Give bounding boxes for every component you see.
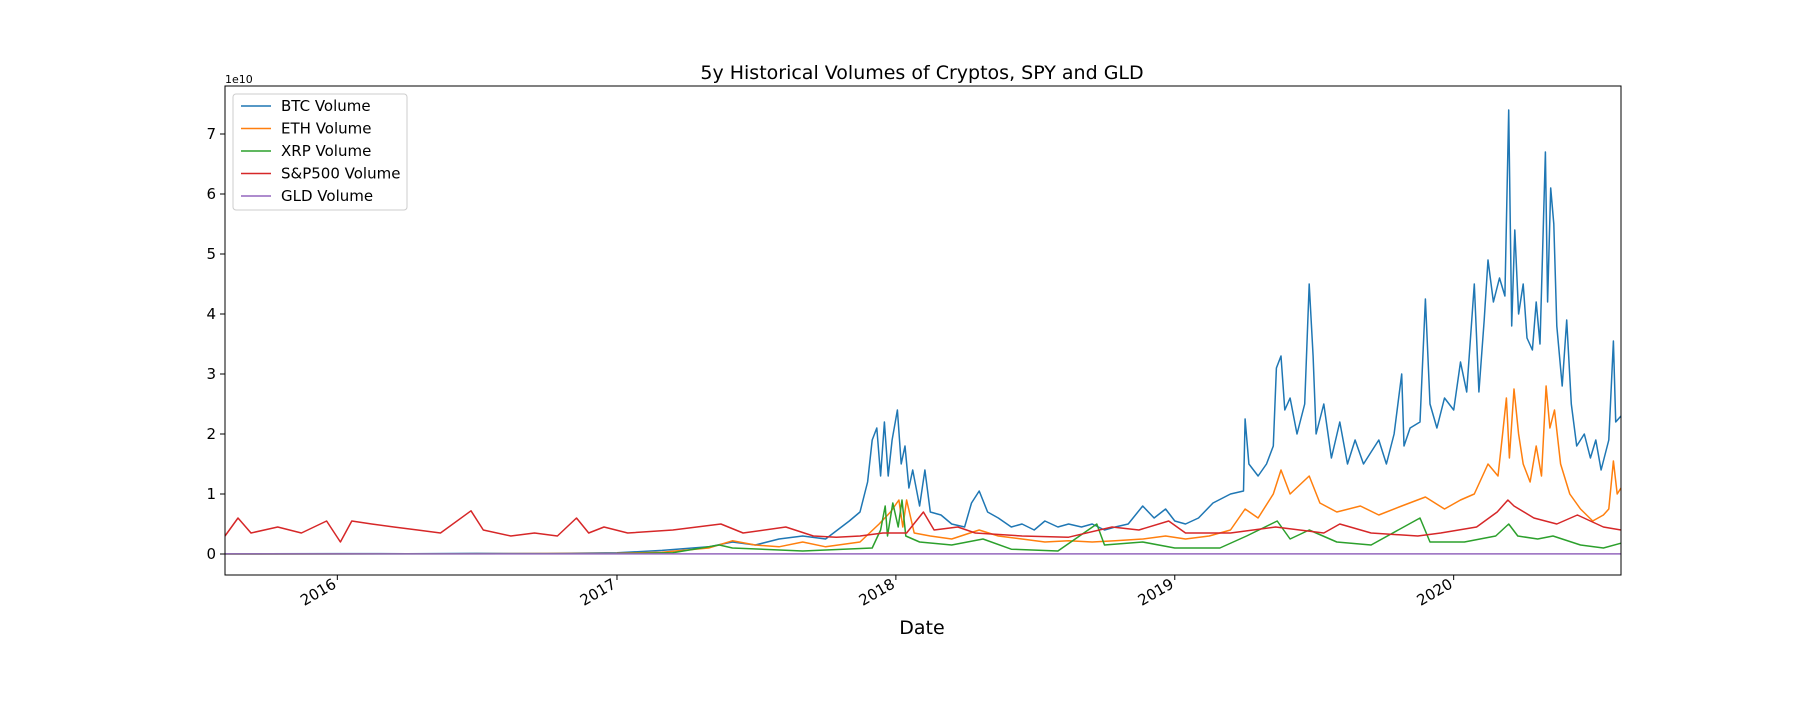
x-tick-label-0: 2016 xyxy=(297,575,339,610)
legend: BTC Volume ETH Volume XRP Volume S&P500 Vol… xyxy=(232,93,408,211)
x-tick-label-1: 2017 xyxy=(577,575,619,610)
legend-label-2: XRP Volume xyxy=(281,142,371,160)
series-line-0 xyxy=(225,109,1622,555)
y-tick-label-4: 4 xyxy=(206,305,216,323)
series-group xyxy=(224,109,1622,555)
y-tick-label-0: 0 xyxy=(206,545,216,563)
y-tick-label-3: 3 xyxy=(206,365,216,383)
y-tick-label-5: 5 xyxy=(206,245,216,263)
y-offset-label: 1e10 xyxy=(225,73,253,86)
x-tick-label-4: 2020 xyxy=(1414,575,1456,610)
plot-area xyxy=(224,85,1622,576)
series-line-2 xyxy=(224,499,1622,555)
plot-frame xyxy=(224,85,1622,576)
chart-title: 5y Historical Volumes of Cryptos, SPY an… xyxy=(700,62,1143,84)
x-tick-label-2: 2018 xyxy=(856,575,898,610)
y-tick-label-6: 6 xyxy=(206,185,216,203)
y-tick-label-7: 7 xyxy=(206,125,216,143)
legend-label-1: ETH Volume xyxy=(281,120,371,138)
x-tick-label-3: 2019 xyxy=(1135,575,1177,610)
plot-background xyxy=(225,86,1621,575)
legend-label-4: GLD Volume xyxy=(281,187,373,205)
x-axis-label: Date xyxy=(899,617,944,639)
legend-label-0: BTC Volume xyxy=(281,97,371,115)
y-axis: 0 1 2 3 4 5 6 7 xyxy=(206,125,225,563)
legend-label-3: S&P500 Volume xyxy=(281,165,400,183)
legend-frame xyxy=(232,93,408,211)
x-axis: 2016 2017 2018 2019 2020 xyxy=(297,575,1455,610)
y-tick-label-2: 2 xyxy=(206,425,216,443)
y-tick-label-1: 1 xyxy=(206,485,216,503)
series-line-3 xyxy=(224,499,1622,543)
